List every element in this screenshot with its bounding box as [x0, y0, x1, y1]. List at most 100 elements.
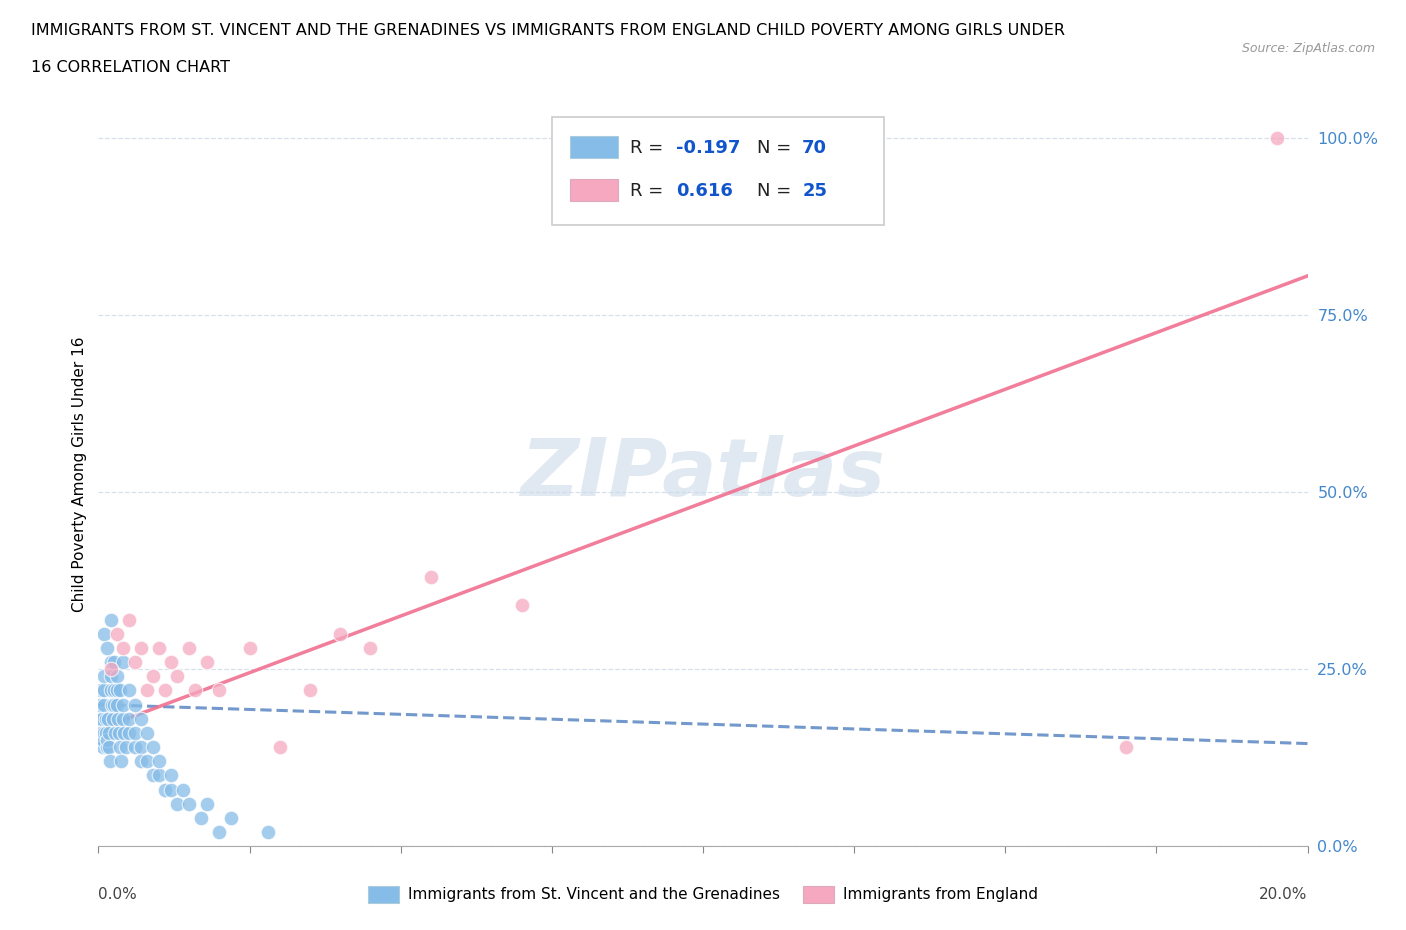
Point	[135, 754, 157, 769]
Point	[110, 754, 132, 769]
Point	[190, 811, 212, 826]
Point	[129, 739, 152, 754]
Point	[111, 711, 134, 726]
Point	[108, 683, 131, 698]
Point	[93, 683, 115, 698]
Point	[153, 683, 176, 698]
Point	[114, 739, 136, 754]
Point	[103, 655, 125, 670]
Text: 16 CORRELATION CHART: 16 CORRELATION CHART	[31, 60, 231, 75]
Point	[104, 725, 127, 740]
Bar	[569, 136, 619, 158]
Point	[166, 669, 188, 684]
Point	[103, 683, 125, 698]
Point	[419, 569, 441, 584]
Point	[129, 754, 152, 769]
Point	[94, 711, 117, 726]
Point	[93, 725, 115, 740]
Point	[118, 683, 141, 698]
Point	[96, 733, 118, 748]
Point	[91, 711, 114, 726]
Point	[97, 711, 120, 726]
Point	[124, 739, 146, 754]
Text: 70: 70	[803, 139, 827, 156]
Point	[160, 768, 183, 783]
Text: R =: R =	[630, 182, 669, 200]
Text: IMMIGRANTS FROM ST. VINCENT AND THE GRENADINES VS IMMIGRANTS FROM ENGLAND CHILD : IMMIGRANTS FROM ST. VINCENT AND THE GREN…	[31, 23, 1064, 38]
Point	[177, 641, 201, 656]
Text: -0.197: -0.197	[676, 139, 741, 156]
Point	[112, 725, 135, 740]
Point	[93, 626, 115, 641]
Point	[90, 683, 112, 698]
Point	[510, 598, 533, 613]
Point	[93, 669, 115, 684]
Point	[89, 698, 111, 712]
Point	[208, 683, 231, 698]
Point	[98, 739, 121, 754]
Point	[96, 641, 118, 656]
Point	[91, 733, 114, 748]
Text: 0.0%: 0.0%	[98, 887, 138, 902]
Point	[111, 655, 134, 670]
Point	[256, 825, 278, 840]
Point	[101, 711, 124, 726]
Point	[172, 782, 194, 797]
Point	[111, 641, 134, 656]
Text: N =: N =	[758, 139, 797, 156]
Point	[148, 768, 170, 783]
Point	[195, 796, 218, 811]
Point	[97, 725, 120, 740]
Point	[148, 641, 170, 656]
Point	[239, 641, 262, 656]
Point	[100, 683, 122, 698]
Text: 25: 25	[803, 182, 827, 200]
Point	[148, 754, 170, 769]
FancyBboxPatch shape	[551, 117, 884, 225]
Point	[105, 683, 128, 698]
Point	[103, 698, 125, 712]
Point	[118, 711, 141, 726]
Point	[142, 669, 165, 684]
Text: ZIPatlas: ZIPatlas	[520, 435, 886, 513]
Point	[105, 698, 128, 712]
Point	[118, 725, 141, 740]
Point	[89, 711, 111, 726]
Point	[160, 782, 183, 797]
Point	[100, 669, 122, 684]
Point	[100, 655, 122, 670]
Point	[360, 641, 382, 656]
Legend: Immigrants from St. Vincent and the Grenadines, Immigrants from England: Immigrants from St. Vincent and the Gren…	[363, 880, 1043, 910]
Point	[91, 739, 114, 754]
Point	[153, 782, 176, 797]
Point	[166, 796, 188, 811]
Point	[269, 739, 291, 754]
Point	[98, 754, 121, 769]
Point	[108, 725, 131, 740]
Point	[105, 669, 128, 684]
Point	[135, 725, 157, 740]
Point	[160, 655, 183, 670]
Point	[1265, 130, 1288, 145]
Text: 20.0%: 20.0%	[1260, 887, 1308, 902]
Point	[93, 698, 115, 712]
Point	[100, 612, 122, 627]
Point	[129, 641, 152, 656]
Point	[329, 626, 352, 641]
Bar	[569, 179, 619, 201]
Point	[221, 811, 243, 826]
Point	[100, 662, 122, 677]
Point	[177, 796, 201, 811]
Y-axis label: Child Poverty Among Girls Under 16: Child Poverty Among Girls Under 16	[72, 337, 87, 612]
Point	[135, 683, 157, 698]
Text: 0.616: 0.616	[676, 182, 734, 200]
Text: N =: N =	[758, 182, 797, 200]
Text: R =: R =	[630, 139, 669, 156]
Point	[90, 725, 112, 740]
Point	[107, 711, 129, 726]
Point	[299, 683, 322, 698]
Text: Source: ZipAtlas.com: Source: ZipAtlas.com	[1241, 42, 1375, 55]
Point	[124, 725, 146, 740]
Point	[142, 768, 165, 783]
Point	[111, 698, 134, 712]
